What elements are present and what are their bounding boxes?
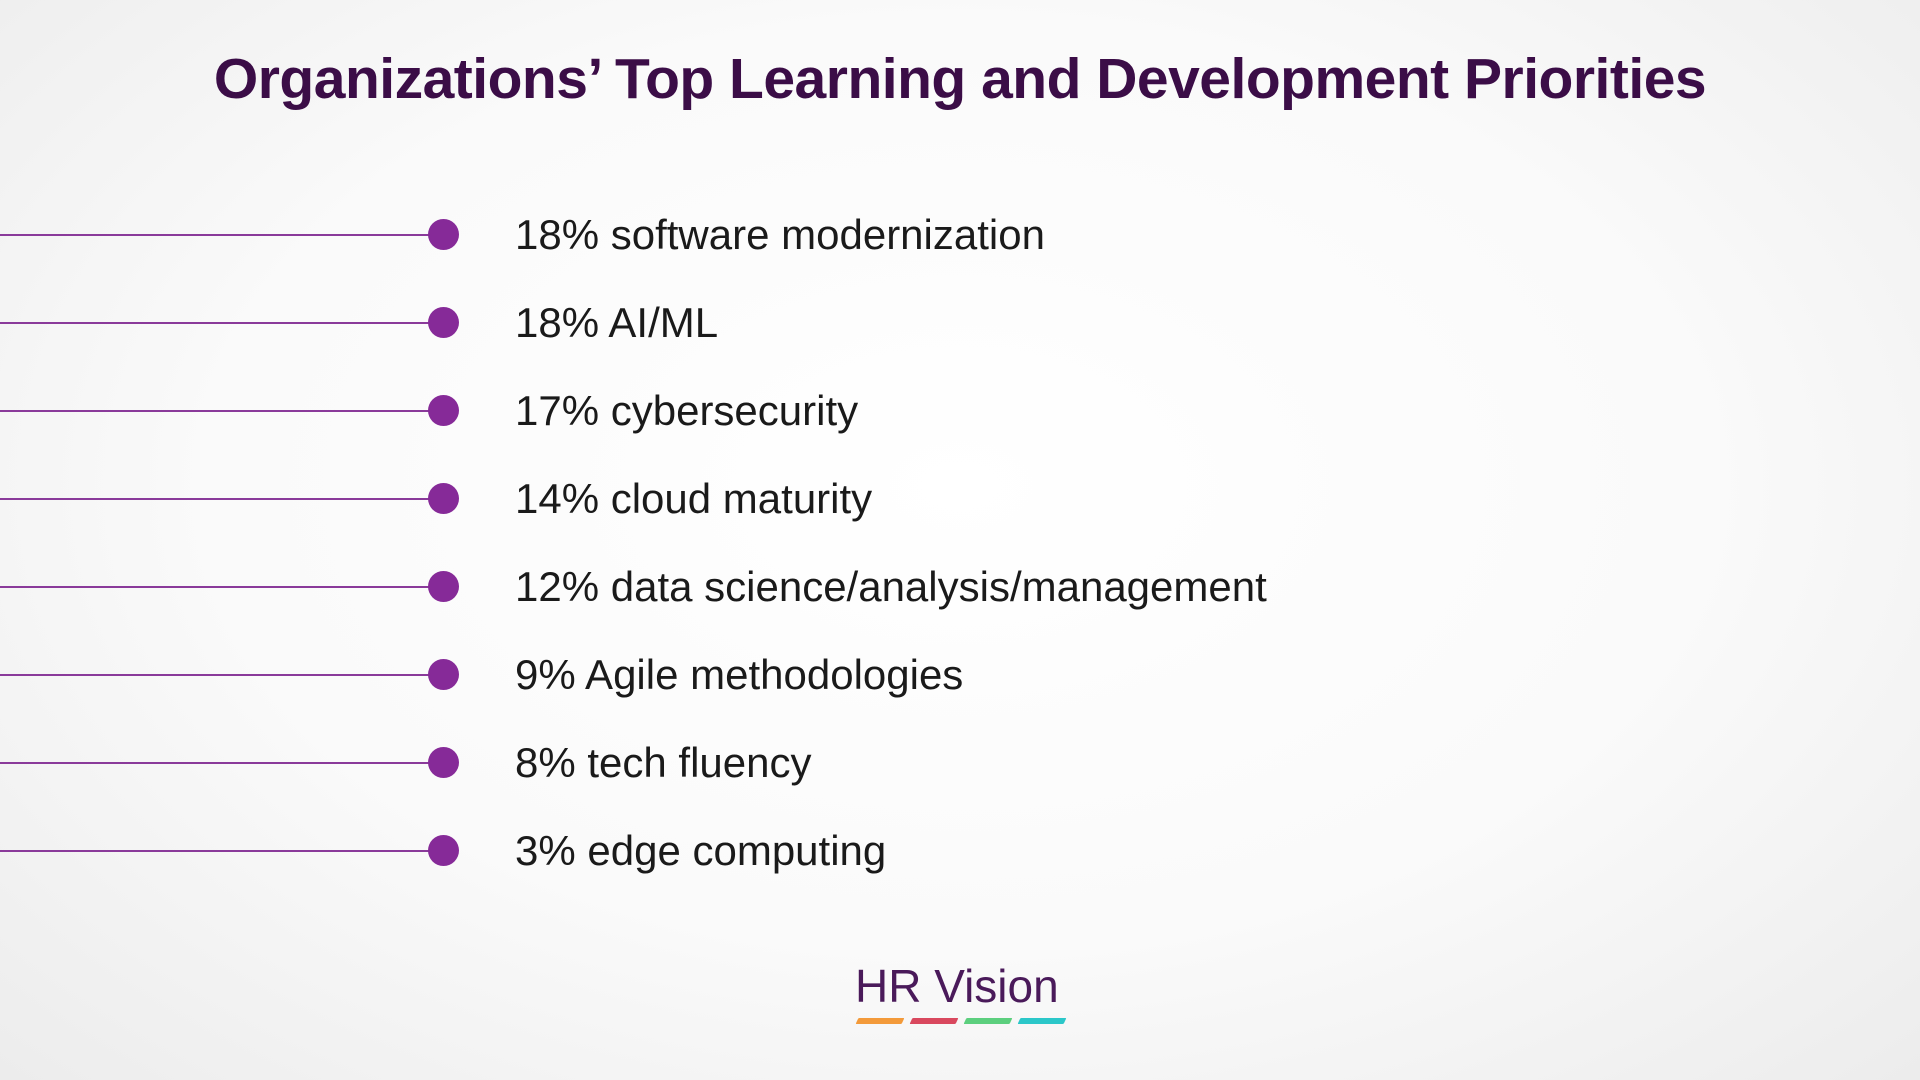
list-item-label: 12% data science/analysis/management — [515, 563, 1267, 610]
list-item-label: 3% edge computing — [515, 827, 887, 874]
bullet-dot-icon — [428, 835, 459, 866]
list-item-label: 18% software modernization — [515, 211, 1045, 258]
logo-bar-red — [909, 1018, 959, 1024]
bullet-dot-icon — [428, 483, 459, 514]
list-item: 12% data science/analysis/management — [0, 557, 1400, 617]
bullet-dot-icon — [428, 747, 459, 778]
logo-bar-green — [963, 1018, 1013, 1024]
connector-line — [0, 410, 438, 412]
connector-line — [0, 762, 438, 764]
connector-line — [0, 234, 438, 236]
connector-line — [0, 586, 438, 588]
list-item: 9% Agile methodologies — [0, 645, 1400, 705]
list-item: 14% cloud maturity — [0, 469, 1400, 529]
list-item-label: 18% AI/ML — [515, 299, 719, 346]
hr-vision-logo: HR Vision — [855, 960, 1067, 1030]
list-item-label: 9% Agile methodologies — [515, 651, 964, 698]
logo-text: HR Vision — [855, 960, 1059, 1012]
list-item-label: 14% cloud maturity — [515, 475, 873, 522]
page-title: Organizations’ Top Learning and Developm… — [213, 47, 1707, 111]
connector-line — [0, 674, 438, 676]
list-item: 8% tech fluency — [0, 733, 1400, 793]
list-item: 18% AI/ML — [0, 293, 1400, 353]
logo-bar-teal — [1017, 1018, 1067, 1024]
logo-color-bars — [855, 1018, 1067, 1024]
list-item: 3% edge computing — [0, 821, 1400, 881]
bullet-dot-icon — [428, 395, 459, 426]
list-item-label: 17% cybersecurity — [515, 387, 859, 434]
bullet-dot-icon — [428, 219, 459, 250]
bullet-dot-icon — [428, 571, 459, 602]
bullet-dot-icon — [428, 307, 459, 338]
connector-line — [0, 850, 438, 852]
list-item: 18% software modernization — [0, 205, 1400, 265]
logo-bar-orange — [855, 1018, 905, 1024]
bullet-dot-icon — [428, 659, 459, 690]
connector-line — [0, 498, 438, 500]
list-item: 17% cybersecurity — [0, 381, 1400, 441]
connector-line — [0, 322, 438, 324]
list-item-label: 8% tech fluency — [515, 739, 812, 786]
